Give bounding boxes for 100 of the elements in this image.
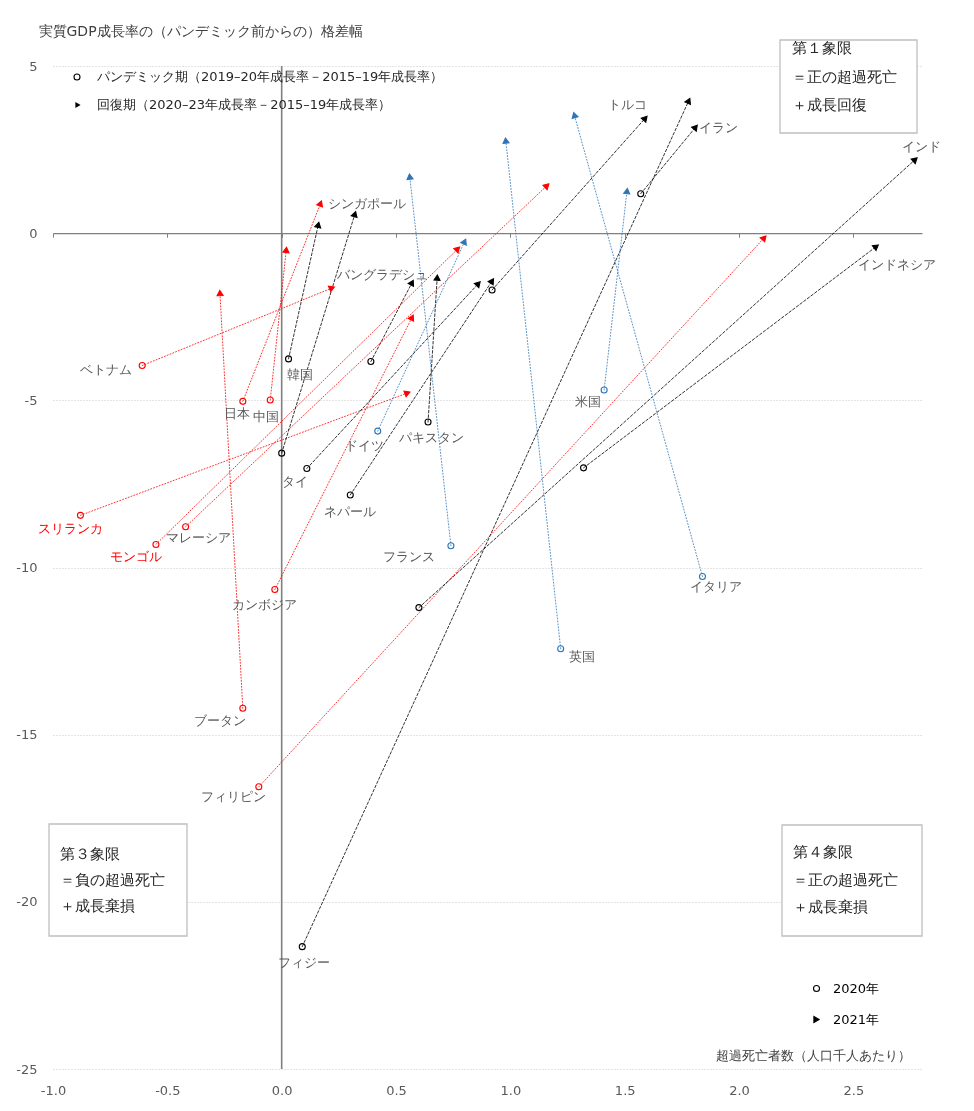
point — [447, 542, 455, 550]
point — [424, 418, 432, 426]
point — [278, 449, 286, 457]
series-label: 米国 — [575, 393, 602, 409]
series-label: 中国 — [253, 409, 280, 424]
point — [303, 464, 311, 473]
point — [691, 124, 698, 132]
annotation: ＝正の超過死亡 — [792, 68, 897, 85]
series-label: マレーシア — [166, 529, 232, 545]
point — [374, 427, 382, 435]
point — [871, 244, 879, 252]
point — [298, 943, 306, 951]
legend-label: 2021年 — [833, 1011, 880, 1027]
point — [623, 187, 631, 195]
series-label: 日本 — [223, 406, 250, 422]
series-label: ベトナム — [80, 361, 133, 377]
annotation: ＝正の超過死亡 — [793, 872, 898, 888]
series-label: バングラデシュ — [335, 266, 428, 282]
x-tick-label: -0.5 — [155, 1082, 181, 1098]
series-label: ブータン — [193, 713, 246, 729]
point — [282, 246, 290, 254]
point — [239, 397, 247, 405]
point — [216, 289, 224, 297]
annotation: 第３象限 — [60, 846, 120, 862]
series-label: 英国 — [568, 648, 595, 664]
point — [759, 235, 767, 243]
point — [76, 511, 84, 519]
point — [327, 285, 335, 293]
x-tick-label: 1.0 — [500, 1082, 522, 1098]
x-tick-label: -1.0 — [40, 1082, 67, 1098]
point — [487, 278, 495, 286]
x-axis-title: 超過死亡者数（人口千人あたり） — [715, 1047, 911, 1063]
point — [406, 173, 414, 181]
point — [580, 464, 588, 472]
point — [239, 704, 247, 712]
legend-label: 2020年 — [833, 980, 880, 996]
series-label: タイ — [281, 473, 308, 489]
series-label: フランス — [382, 548, 435, 564]
text: 第１象限 — [792, 40, 852, 56]
point — [433, 274, 441, 281]
series-label: ドイツ — [345, 438, 385, 454]
point — [698, 572, 707, 581]
point — [910, 157, 918, 165]
point — [557, 645, 565, 653]
point — [453, 246, 461, 254]
x-tick-label: 0.0 — [271, 1082, 293, 1098]
series-label: イタリア — [690, 578, 743, 594]
point — [255, 783, 263, 791]
point — [415, 604, 423, 612]
point — [152, 540, 160, 548]
point — [266, 396, 274, 404]
series-label: モンゴル — [109, 549, 162, 565]
point — [488, 286, 496, 294]
series-label: フィリピン — [201, 788, 267, 804]
y-axis-title: 実質GDP成長率の（パンデミック前からの）格差幅 — [38, 22, 363, 39]
series-label: スリランカ — [37, 521, 103, 537]
annotation: ＝負の超過死亡 — [60, 872, 165, 888]
point — [473, 281, 481, 289]
point — [367, 358, 375, 366]
annotation: ＋成長棄損 — [793, 899, 868, 915]
series-label: シンガポール — [327, 196, 406, 212]
point — [403, 390, 411, 398]
x-tick-label: 0.5 — [386, 1082, 407, 1098]
series-label: インドネシア — [858, 256, 937, 272]
series-label: トルコ — [607, 97, 647, 113]
point — [182, 523, 190, 531]
point — [542, 183, 550, 191]
point — [502, 137, 510, 145]
y-tick-label: -20 — [16, 894, 38, 910]
series-label: イラン — [698, 120, 738, 136]
point — [637, 190, 645, 198]
y-tick-label: -5 — [24, 392, 38, 408]
point — [316, 200, 323, 208]
y-tick-label: -10 — [16, 560, 38, 575]
series-label: ネパール — [324, 503, 377, 519]
point — [284, 355, 293, 363]
y-tick-label: 5 — [29, 58, 38, 74]
x-tick-label: 1.5 — [614, 1082, 636, 1098]
annotation: ＋成長棄損 — [60, 898, 135, 914]
series-label: インド — [901, 138, 941, 154]
point — [684, 97, 691, 105]
annotation: ＋成長回復 — [792, 96, 867, 113]
series-label: 韓国 — [286, 366, 313, 382]
point — [314, 221, 322, 229]
point — [407, 314, 415, 322]
point — [350, 211, 358, 219]
y-tick-label: 0 — [29, 225, 38, 241]
point — [271, 586, 279, 594]
point — [600, 386, 608, 394]
y-tick-label: -25 — [16, 1061, 38, 1077]
point — [640, 115, 648, 123]
x-tick-label: 2.0 — [729, 1082, 750, 1098]
y-tick-label: -15 — [16, 727, 38, 743]
point — [571, 112, 579, 119]
point — [138, 362, 146, 370]
x-tick-label: 2.5 — [843, 1082, 865, 1098]
point — [346, 491, 354, 499]
point — [460, 238, 467, 246]
annotation: 第４象限 — [793, 844, 853, 860]
series-label: パキスタン — [397, 430, 464, 446]
